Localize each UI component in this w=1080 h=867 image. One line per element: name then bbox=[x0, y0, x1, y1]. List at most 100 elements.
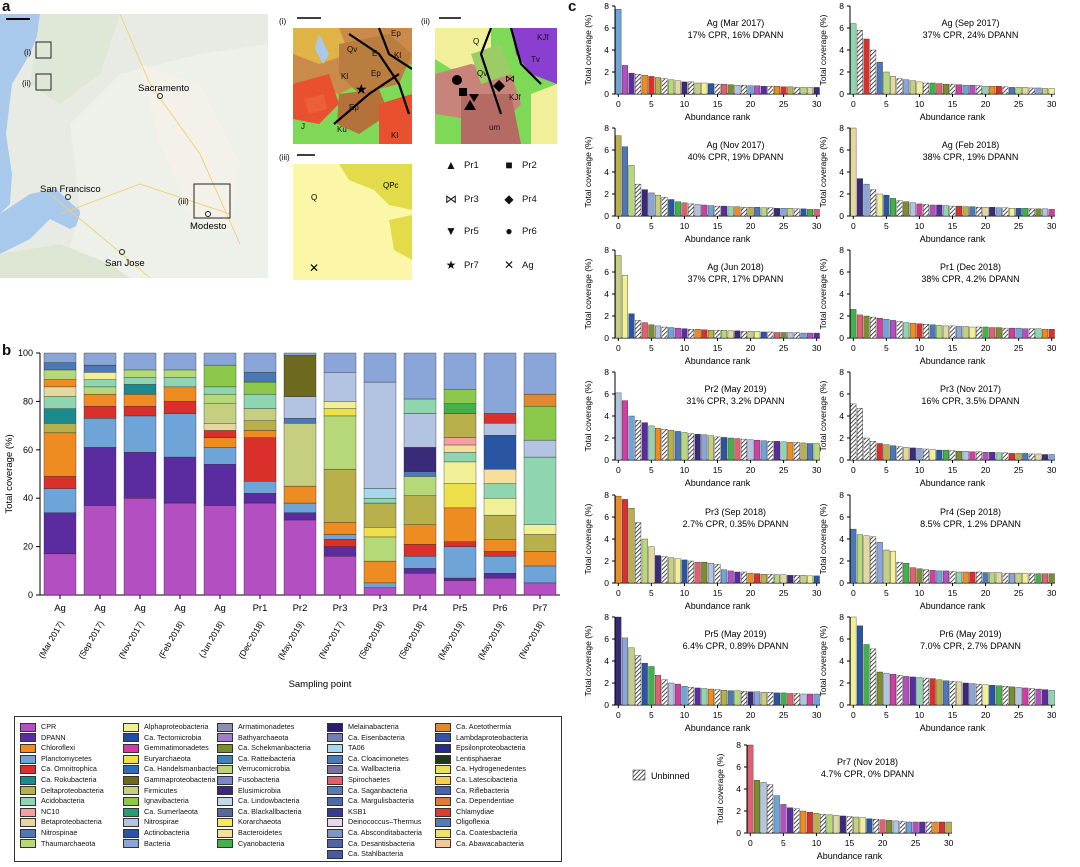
rank-bar bbox=[1002, 207, 1009, 217]
legend-item: Euryarchaeota bbox=[123, 754, 223, 765]
x-tick-label: 5 bbox=[884, 221, 889, 231]
city-sacramento: Sacramento bbox=[138, 83, 189, 94]
legend-item: Ca. Saganbacteria bbox=[327, 786, 422, 797]
star-marker-icon: ★ bbox=[355, 81, 368, 97]
legend-label: Ca. Wallbacteria bbox=[348, 764, 401, 774]
legend-item: Oligoflexia bbox=[435, 817, 528, 828]
y-tick-label: 0 bbox=[28, 590, 33, 600]
y-tick-label: 8 bbox=[604, 1, 609, 11]
rank-bar bbox=[929, 82, 936, 95]
legend-item: Epsilonproteobacteria bbox=[435, 743, 528, 754]
bar-segment bbox=[403, 568, 437, 574]
bar-segment bbox=[483, 423, 517, 436]
legend-label: Lentisphaerae bbox=[456, 753, 502, 763]
x-axis-label: Abundance rank bbox=[920, 234, 986, 244]
legend-item: Gemmatimonadetes bbox=[123, 743, 223, 754]
rank-bar bbox=[760, 692, 767, 706]
x-axis-label: Abundance rank bbox=[920, 723, 986, 733]
rank-bar bbox=[1035, 208, 1042, 217]
rank-bar bbox=[956, 451, 963, 461]
geology-inset-iii: (iii) Q QPc ✕ bbox=[279, 153, 412, 280]
bar-segment bbox=[43, 369, 77, 380]
rank-bar bbox=[1042, 689, 1049, 706]
rank-bar bbox=[1015, 327, 1022, 339]
rank-bar bbox=[747, 439, 754, 461]
y-tick-label: 6 bbox=[604, 23, 609, 33]
y-axis-label: Total coverage (%) bbox=[818, 14, 828, 85]
rank-chart: 0 2 4 6 8 Total coverage (%) 0 5 10 15 20 25 30 Abund… bbox=[583, 367, 822, 488]
rank-bar bbox=[1022, 328, 1029, 339]
rank-bar bbox=[780, 86, 787, 95]
geology-inset-ii: (ii) Q KJf Qv Tv KJf um ⋈ bbox=[421, 17, 557, 144]
panel-label-c: c bbox=[568, 0, 577, 15]
legend-item: Ca. Rokubacteria bbox=[20, 775, 104, 786]
rank-bar bbox=[674, 201, 681, 217]
legend-label: Chlamydiae bbox=[456, 806, 494, 816]
rank-bar bbox=[850, 23, 857, 95]
rank-chart-subtitle: 8.5% CPR, 1.2% DPANN bbox=[920, 519, 1021, 529]
rank-bar bbox=[896, 321, 903, 339]
legend-item: Firmicutes bbox=[123, 786, 223, 797]
rank-bar bbox=[694, 561, 701, 584]
rank-bar bbox=[962, 206, 969, 217]
rank-bar bbox=[1028, 87, 1035, 95]
legend-swatch bbox=[435, 754, 451, 764]
y-tick-label: 8 bbox=[839, 1, 844, 11]
legend-label: CPR bbox=[41, 722, 57, 731]
rank-bar bbox=[1048, 329, 1055, 339]
legend-swatch bbox=[20, 786, 36, 796]
y-tick-label: 6 bbox=[604, 634, 609, 644]
rank-bar bbox=[896, 446, 903, 461]
y-tick-label: 2 bbox=[839, 311, 844, 321]
x-tick-label: Pr7 bbox=[533, 603, 548, 614]
bar-segment bbox=[363, 582, 397, 588]
bar-segment bbox=[203, 437, 237, 448]
legend-item: Chloroflexi bbox=[20, 743, 104, 754]
rank-bar bbox=[615, 255, 622, 339]
rank-bar bbox=[936, 204, 943, 217]
rank-bar bbox=[1028, 688, 1035, 706]
legend-swatch bbox=[123, 839, 139, 849]
rank-bar bbox=[936, 679, 943, 706]
bar-segment bbox=[123, 369, 157, 378]
y-axis-label: Total coverage (%) bbox=[715, 753, 725, 824]
legend-label: Ca. Absconditabacteria bbox=[348, 827, 422, 837]
stacked-bar bbox=[203, 352, 237, 596]
rank-bar bbox=[787, 807, 793, 834]
bar-segment bbox=[83, 505, 117, 596]
rank-bar bbox=[1002, 686, 1009, 706]
rank-bar bbox=[641, 322, 648, 339]
rank-bar bbox=[876, 542, 883, 584]
x-tick-label: 10 bbox=[680, 588, 690, 598]
rank-bar bbox=[635, 655, 642, 706]
rank-bar bbox=[641, 422, 648, 461]
y-tick-label: 0 bbox=[839, 211, 844, 221]
rank-bar bbox=[767, 331, 774, 339]
bar-segment bbox=[243, 493, 277, 504]
rank-bar bbox=[641, 538, 648, 584]
rank-bar bbox=[807, 575, 814, 584]
bar-segment bbox=[523, 524, 557, 535]
rank-bar bbox=[982, 684, 989, 706]
y-tick-label: 0 bbox=[839, 89, 844, 99]
rank-bar bbox=[648, 324, 655, 339]
rank-bar bbox=[932, 821, 939, 834]
legend-item: Ca. Latescibacteria bbox=[435, 775, 528, 786]
bar-segment bbox=[483, 514, 517, 540]
y-tick-label: 2 bbox=[604, 433, 609, 443]
x-tick-label: Pr5 bbox=[453, 603, 468, 614]
bar-segment bbox=[483, 577, 517, 596]
rank-bar bbox=[754, 440, 761, 461]
rank-bar bbox=[949, 571, 956, 584]
inset-iii-label: (iii) bbox=[279, 153, 290, 162]
rank-bar bbox=[879, 819, 886, 834]
rank-bar bbox=[890, 674, 896, 706]
rank-bar bbox=[1035, 453, 1042, 461]
x-tick-label: 25 bbox=[779, 343, 789, 353]
legend-item: Nitrospinae bbox=[20, 828, 104, 839]
rank-bar bbox=[863, 315, 870, 339]
y-axis-label: Total coverage (%) bbox=[818, 258, 828, 329]
legend-swatch bbox=[217, 754, 233, 764]
bar-segment bbox=[123, 384, 157, 395]
y-axis-label: Total coverage (%) bbox=[583, 14, 593, 85]
